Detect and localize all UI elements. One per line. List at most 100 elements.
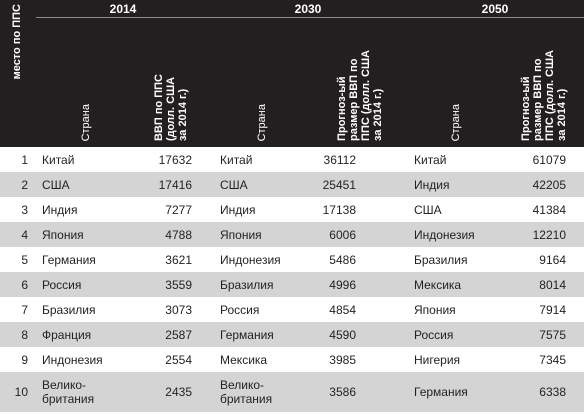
gdp-2014-cell: 3621 [165,252,192,267]
gdp-2030-cell: 3586 [329,385,356,399]
rank-cell: 7 [21,302,28,317]
country-2014-cell: Германия [42,252,96,267]
gdp-2030-cell: 36112 [323,152,356,167]
country-2030-cell: Германия [220,327,274,342]
country-2050-cell: Бразилия [414,252,468,267]
year-heading-2050: 2050 [481,2,509,16]
country-2050-cell: Индонезия [414,227,475,242]
gdp-2030-cell: 3985 [329,352,356,367]
gdp-2014-cell: 17416 [158,177,192,192]
country-2030-label: Страна [256,103,268,141]
country-2014-cell: Велико- британия [42,378,95,406]
country-2050-label: Страна [450,103,462,141]
gdp-2050-cell: 41384 [532,202,566,217]
country-2014-cell: Китай [42,152,75,167]
gdp-2030-cell: 25451 [322,177,356,192]
table-row: 4 Япония 4788 Япония 6006 Индонезия 1221… [0,222,584,247]
rank-header-label: место по ППС [11,4,23,80]
gdp-2030-cell: 5486 [329,252,356,267]
gdp-2014-cell: 3073 [165,302,192,317]
table-row: 1 Китай 17632 Китай 36112 Китай 61079 [0,147,584,172]
table-row: 6 Россия 3559 Бразилия 4996 Мексика 8014 [0,272,584,297]
rank-cell: 5 [21,252,28,267]
forecast-2030-label: Прогноз-ый размер ВВП по ППС (долл. США … [336,50,384,141]
country-2030-cell: Индия [220,202,256,217]
gdp-2014-label: ВВП по ППС (долл. США за 2014 г.) [153,73,189,141]
table-row: 8 Франция 2587 Германия 4590 Россия 7575 [0,322,584,347]
gdp-2030-cell: 17138 [322,202,356,217]
gdp-2014-cell: 7277 [165,202,192,217]
country-2014-label: Страна [80,103,92,141]
gdp-2030-cell: 4996 [329,277,356,292]
country-2014-cell: Индонезия [42,352,103,367]
country-2050-cell: Япония [414,302,456,317]
forecast-2030-header: Прогноз-ый размер ВВП по ППС (долл. США … [324,18,396,147]
country-2014-cell: Япония [42,227,84,242]
gdp-2050-cell: 8014 [539,277,566,292]
rank-column-header: место по ППС [0,0,34,147]
country-2030-header: Страна [250,18,274,147]
gdp-2050-cell: 9164 [539,252,566,267]
forecast-2050-header: Прогноз-ый размер ВВП по ППС (долл. США … [508,18,580,147]
country-2030-cell: Япония [220,227,262,242]
table-row: 7 Бразилия 3073 Россия 4854 Япония 7914 [0,297,584,322]
country-2050-cell: Китай [414,152,447,167]
rank-cell: 3 [21,202,28,217]
gdp-2050-cell: 7575 [539,327,566,342]
table-row: 3 Индия 7277 Индия 17138 США 41384 [0,197,584,222]
gdp-2030-cell: 4854 [329,302,356,317]
rank-cell: 1 [21,152,28,167]
country-2050-cell: США [414,202,442,217]
country-2014-cell: Индия [42,202,78,217]
country-2014-cell: Франция [42,327,92,342]
country-2050-cell: Мексика [414,277,462,292]
country-2050-header: Страна [444,18,468,147]
gdp-2030-cell: 4590 [329,327,356,342]
rank-cell: 2 [21,177,28,192]
gdp-2030-cell: 6006 [329,227,356,242]
gdp-2050-cell: 12210 [532,227,566,242]
gdp-2050-cell: 7914 [539,302,566,317]
table-header: 2014 2030 2050 место по ППС Страна ВВП п… [0,0,584,147]
year-heading-2014: 2014 [109,2,137,16]
country-2050-cell: Россия [414,327,454,342]
country-2030-cell: Китай [220,152,253,167]
table-row: 10 Велико- британия 2435 Велико- британи… [0,372,584,412]
gdp-2014-cell: 2435 [165,385,192,399]
country-2014-cell: Бразилия [42,302,96,317]
country-2014-cell: США [42,177,70,192]
country-2030-cell: США [220,177,248,192]
rank-cell: 4 [21,227,28,242]
gdp-2050-cell: 61079 [532,152,566,167]
gdp-2014-cell: 4788 [165,227,192,242]
gdp-2014-header: ВВП по ППС (долл. США за 2014 г.) [142,18,200,147]
rank-cell: 10 [14,385,28,399]
country-2014-header: Страна [74,18,98,147]
rank-cell: 6 [21,277,28,292]
forecast-2050-label: Прогноз-ый размер ВВП по ППС (долл. США … [520,50,568,141]
country-2030-cell: Мексика [220,352,268,367]
gdp-2014-cell: 3559 [165,277,192,292]
gdp-2050-cell: 42205 [532,177,566,192]
gdp-2014-cell: 17632 [158,152,192,167]
country-2030-cell: Бразилия [220,277,274,292]
table-row: 2 США 17416 США 25451 Индия 42205 [0,172,584,197]
gdp-2014-cell: 2554 [165,352,192,367]
year-divider [36,17,584,18]
country-2050-cell: Германия [414,385,468,399]
country-2030-cell: Индонезия [220,252,281,267]
gdp-2050-cell: 6338 [539,385,566,399]
country-2050-cell: Индия [414,177,450,192]
gdp-2050-cell: 7345 [539,352,566,367]
table-row: 9 Индонезия 2554 Мексика 3985 Нигерия 73… [0,347,584,372]
country-2030-cell: Россия [220,302,260,317]
country-2050-cell: Нигерия [414,352,461,367]
year-heading-2030: 2030 [294,2,322,16]
gdp-2014-cell: 2587 [165,327,192,342]
country-2030-cell: Велико- британия [220,378,273,406]
country-2014-cell: Россия [42,277,82,292]
rank-cell: 8 [21,327,28,342]
table-row: 5 Германия 3621 Индонезия 5486 Бразилия … [0,247,584,272]
rank-cell: 9 [21,352,28,367]
